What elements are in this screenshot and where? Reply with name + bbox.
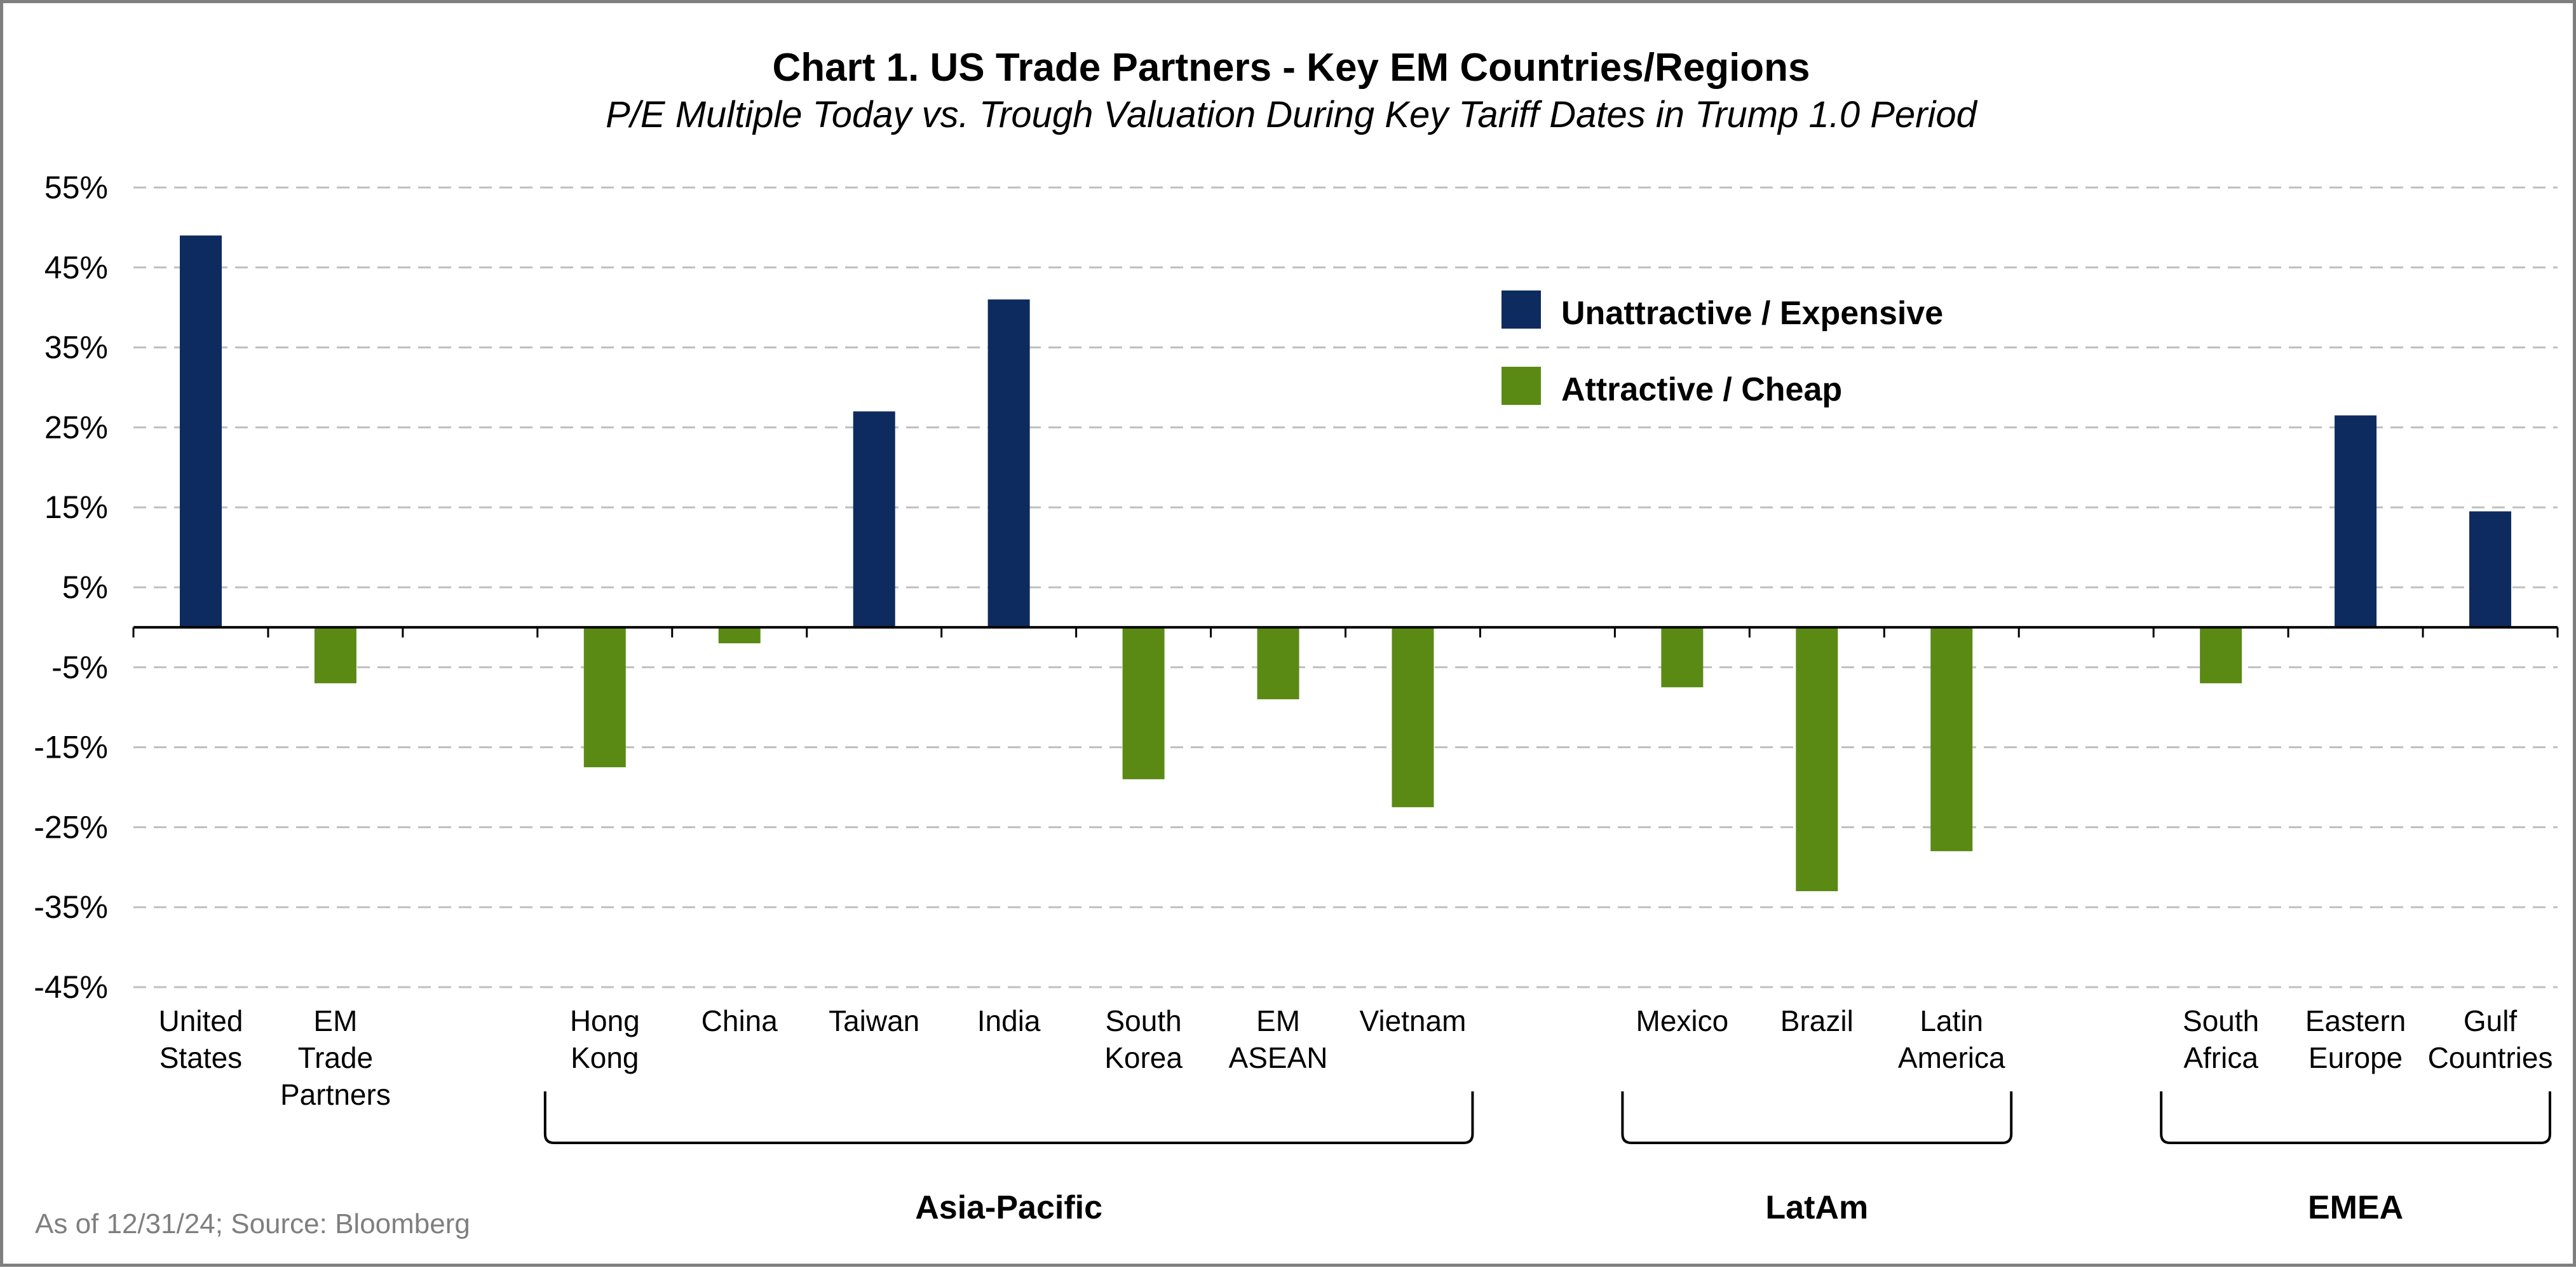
x-tick-label: Countries xyxy=(2428,1041,2553,1074)
legend-label-cheap: Attractive / Cheap xyxy=(1561,371,1842,408)
chart-title: Chart 1. US Trade Partners - Key EM Coun… xyxy=(772,46,1810,90)
bar xyxy=(314,627,356,683)
bar xyxy=(987,299,1030,627)
bar xyxy=(853,411,895,627)
x-tick-label: Kong xyxy=(571,1041,639,1074)
legend-swatch-cheap xyxy=(1502,367,1541,405)
x-tick-label: States xyxy=(159,1041,242,1074)
x-tick-label: ASEAN xyxy=(1229,1041,1328,1074)
x-tick-label: EM xyxy=(313,1004,357,1037)
x-tick-label: Vietnam xyxy=(1360,1004,1467,1037)
x-tick-label: Latin xyxy=(1920,1004,1983,1037)
y-tick-label: 15% xyxy=(44,489,108,525)
x-tick-label: America xyxy=(1898,1041,2005,1074)
x-tick-label: Brazil xyxy=(1780,1004,1854,1037)
bar xyxy=(1930,627,1973,852)
x-tick-label: EM xyxy=(1256,1004,1300,1037)
x-tick-label: Mexico xyxy=(1636,1004,1729,1037)
y-tick-label: -5% xyxy=(51,650,108,685)
bar xyxy=(1122,627,1165,779)
gridlines xyxy=(132,186,2559,988)
x-tick-label: Europe xyxy=(2308,1041,2403,1074)
y-tick-label: 55% xyxy=(44,170,108,205)
bars xyxy=(179,235,2512,892)
x-tick-label: Gulf xyxy=(2464,1004,2518,1037)
x-tick-label: South xyxy=(2183,1004,2259,1037)
region-label: Asia-Pacific xyxy=(915,1189,1102,1226)
bar xyxy=(2469,511,2512,627)
x-tick-label: Taiwan xyxy=(829,1004,919,1037)
bar xyxy=(1392,627,1434,807)
y-tick-label: -35% xyxy=(34,889,108,925)
region-bracket xyxy=(2160,1091,2551,1144)
bar xyxy=(583,627,626,768)
x-tick-label: United xyxy=(158,1004,243,1037)
y-tick-label: 35% xyxy=(44,330,108,365)
y-axis-ticks: 55% 45% 35% 25% 15% 5% -5% -15% -25% -35% -45% xyxy=(34,170,108,1005)
bar xyxy=(2335,415,2377,627)
region-label: EMEA xyxy=(2308,1189,2403,1226)
region-label: LatAm xyxy=(1765,1189,1868,1226)
region-brackets: Asia-Pacific LatAm EMEA xyxy=(543,1091,2551,1226)
bar xyxy=(1257,627,1299,700)
bar xyxy=(1796,627,1838,892)
bar xyxy=(1661,627,1704,688)
x-tick-label: Hong xyxy=(570,1004,640,1037)
x-tick-label: Africa xyxy=(2183,1041,2258,1074)
y-tick-label: -25% xyxy=(34,809,108,845)
x-tick-label: India xyxy=(977,1004,1041,1037)
bar xyxy=(2200,627,2242,683)
bar xyxy=(179,235,222,627)
legend-label-expensive: Unattractive / Expensive xyxy=(1561,295,1943,332)
legend-swatch-expensive xyxy=(1502,290,1541,329)
region-bracket xyxy=(543,1091,1474,1144)
bar-chart: Chart 1. US Trade Partners - Key EM Coun… xyxy=(34,46,2559,1239)
y-tick-label: -15% xyxy=(34,730,108,765)
x-tick-label: Partners xyxy=(280,1078,391,1111)
y-tick-label: 5% xyxy=(62,570,108,605)
x-tick-label: Korea xyxy=(1104,1041,1183,1074)
bar xyxy=(718,627,761,644)
x-tick-label: Eastern xyxy=(2305,1004,2406,1037)
y-tick-label: -45% xyxy=(34,969,108,1005)
x-axis-labels: United States EM Trade Partners Hong Kong China… xyxy=(158,1004,2552,1111)
y-tick-label: 45% xyxy=(44,250,108,285)
chart-subtitle: P/E Multiple Today vs. Trough Valuation … xyxy=(606,94,1978,135)
y-tick-label: 25% xyxy=(44,409,108,445)
legend: Unattractive / Expensive Attractive / Ch… xyxy=(1502,290,1943,408)
x-tick-label: China xyxy=(702,1004,778,1037)
source-note: As of 12/31/24; Source: Bloomberg xyxy=(35,1208,470,1239)
x-tick-label: South xyxy=(1105,1004,1181,1037)
region-bracket xyxy=(1621,1091,2013,1144)
x-tick-label: Trade xyxy=(298,1041,373,1074)
